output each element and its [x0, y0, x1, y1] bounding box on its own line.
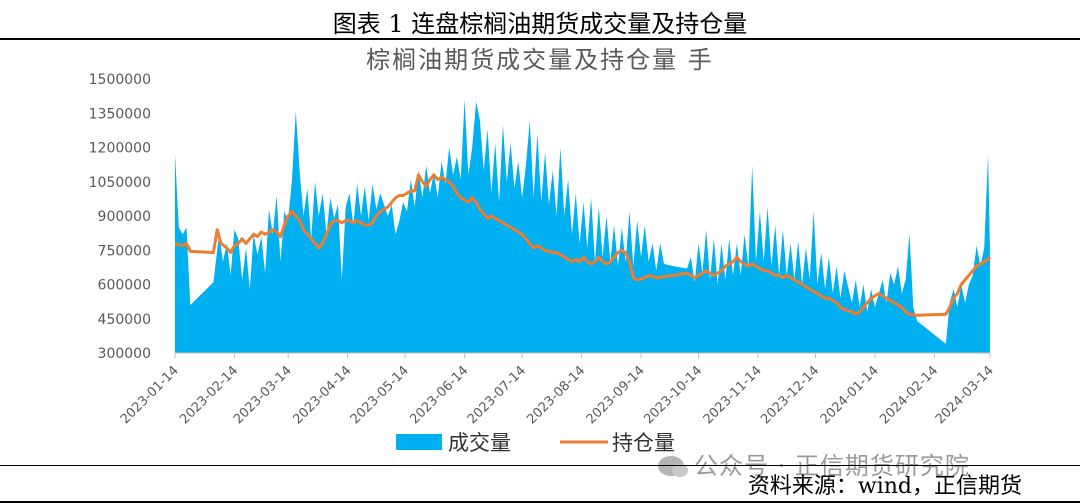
- caption-rule-top: [0, 38, 1080, 40]
- watermark: 公众号 · 正信期货研究院: [658, 446, 970, 481]
- y-tick-label: 750000: [98, 243, 151, 259]
- x-tick-label: 2023-10-14: [641, 363, 705, 427]
- x-tick-label: 2023-01-14: [118, 363, 182, 427]
- x-axis: 2023-01-142023-02-142023-03-142023-04-14…: [118, 352, 997, 427]
- x-tick-label: 2024-03-14: [933, 363, 997, 427]
- y-tick-label: 900000: [98, 209, 151, 225]
- x-tick-label: 2023-06-14: [407, 363, 471, 427]
- x-tick-label: 2024-01-14: [818, 363, 882, 427]
- legend-label-open-interest: 持仓量: [612, 431, 675, 455]
- x-tick-label: 2023-11-14: [701, 363, 765, 427]
- y-tick-label: 300000: [98, 346, 151, 362]
- x-tick-label: 2023-08-14: [524, 363, 588, 427]
- figure-caption: 图表 1 连盘棕榈油期货成交量及持仓量: [332, 10, 748, 38]
- x-tick-label: 2023-05-14: [348, 363, 412, 427]
- legend-label-volume: 成交量: [448, 431, 511, 455]
- wechat-icon: [658, 456, 688, 477]
- chart-title: 棕榈油期货成交量及持仓量 手: [366, 46, 714, 74]
- y-tick-label: 1050000: [89, 175, 151, 191]
- y-tick-label: 450000: [98, 312, 151, 328]
- x-tick-label: 2023-07-14: [465, 363, 529, 427]
- series-line-open-interest: [174, 173, 992, 317]
- x-tick-label: 2023-09-14: [584, 363, 648, 427]
- x-tick-label: 2023-03-14: [231, 363, 295, 427]
- series-area-volume: [175, 99, 990, 353]
- y-tick-label: 1200000: [89, 141, 151, 157]
- caption-rule-mid: [0, 465, 1080, 466]
- caption-rule-bottom: [0, 501, 1080, 503]
- legend-swatch-volume: [396, 434, 442, 450]
- y-tick-label: 600000: [98, 278, 151, 294]
- y-axis: 300000 450000 600000 750000 900000 1050000 120…: [89, 72, 151, 362]
- y-tick-label: 1500000: [89, 72, 151, 88]
- y-tick-label: 1350000: [89, 106, 151, 122]
- source-note: 资料来源：wind，正信期货: [747, 474, 1022, 499]
- watermark-text: 公众号 · 正信期货研究院: [694, 452, 970, 480]
- x-tick-label: 2024-02-14: [877, 363, 941, 427]
- x-tick-label: 2023-12-14: [758, 363, 822, 427]
- legend: 成交量 持仓量: [396, 431, 675, 455]
- x-tick-label: 2023-04-14: [290, 363, 354, 427]
- plot-area: [174, 99, 992, 353]
